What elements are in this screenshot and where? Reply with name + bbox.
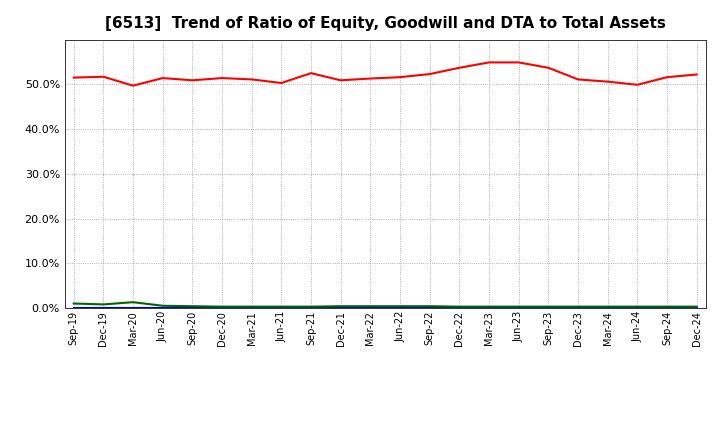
Deferred Tax Assets <box>69 301 78 306</box>
Title: [6513]  Trend of Ratio of Equity, Goodwill and DTA to Total Assets: [6513] Trend of Ratio of Equity, Goodwil… <box>105 16 665 32</box>
Equity <box>544 65 553 70</box>
Equity <box>514 60 523 65</box>
Line: Equity: Equity <box>73 62 697 86</box>
Equity <box>633 82 642 88</box>
Equity <box>662 74 671 80</box>
Equity <box>366 76 374 81</box>
Deferred Tax Assets <box>188 304 197 309</box>
Goodwill <box>662 305 671 310</box>
Equity <box>603 79 612 84</box>
Goodwill <box>693 305 701 310</box>
Equity <box>336 78 345 83</box>
Deferred Tax Assets <box>158 303 167 308</box>
Goodwill <box>396 305 405 310</box>
Deferred Tax Assets <box>217 304 226 309</box>
Equity <box>693 72 701 77</box>
Goodwill <box>69 305 78 310</box>
Goodwill <box>574 305 582 310</box>
Equity <box>574 77 582 82</box>
Deferred Tax Assets <box>662 304 671 309</box>
Goodwill <box>158 305 167 310</box>
Deferred Tax Assets <box>396 304 405 309</box>
Equity <box>307 70 315 76</box>
Goodwill <box>277 305 286 310</box>
Goodwill <box>307 305 315 310</box>
Equity <box>396 74 405 80</box>
Deferred Tax Assets <box>544 304 553 309</box>
Equity <box>69 75 78 80</box>
Goodwill <box>366 305 374 310</box>
Deferred Tax Assets <box>633 304 642 309</box>
Deferred Tax Assets <box>574 304 582 309</box>
Deferred Tax Assets <box>248 304 256 309</box>
Deferred Tax Assets <box>693 304 701 309</box>
Goodwill <box>485 305 493 310</box>
Goodwill <box>99 305 108 310</box>
Goodwill <box>455 305 464 310</box>
Goodwill <box>544 305 553 310</box>
Equity <box>455 65 464 70</box>
Deferred Tax Assets <box>99 302 108 307</box>
Equity <box>158 75 167 81</box>
Deferred Tax Assets <box>455 304 464 309</box>
Goodwill <box>217 305 226 310</box>
Goodwill <box>129 305 138 310</box>
Equity <box>99 74 108 79</box>
Deferred Tax Assets <box>426 304 434 309</box>
Deferred Tax Assets <box>277 304 286 309</box>
Deferred Tax Assets <box>514 304 523 309</box>
Equity <box>129 83 138 88</box>
Equity <box>188 78 197 83</box>
Deferred Tax Assets <box>129 300 138 305</box>
Deferred Tax Assets <box>485 304 493 309</box>
Goodwill <box>248 305 256 310</box>
Deferred Tax Assets <box>307 304 315 309</box>
Equity <box>248 77 256 82</box>
Deferred Tax Assets <box>603 304 612 309</box>
Line: Deferred Tax Assets: Deferred Tax Assets <box>73 302 697 307</box>
Goodwill <box>603 305 612 310</box>
Equity <box>277 81 286 86</box>
Equity <box>485 60 493 65</box>
Deferred Tax Assets <box>336 304 345 309</box>
Deferred Tax Assets <box>366 304 374 309</box>
Goodwill <box>633 305 642 310</box>
Goodwill <box>426 305 434 310</box>
Goodwill <box>188 305 197 310</box>
Equity <box>426 71 434 77</box>
Goodwill <box>514 305 523 310</box>
Equity <box>217 75 226 81</box>
Goodwill <box>336 305 345 310</box>
